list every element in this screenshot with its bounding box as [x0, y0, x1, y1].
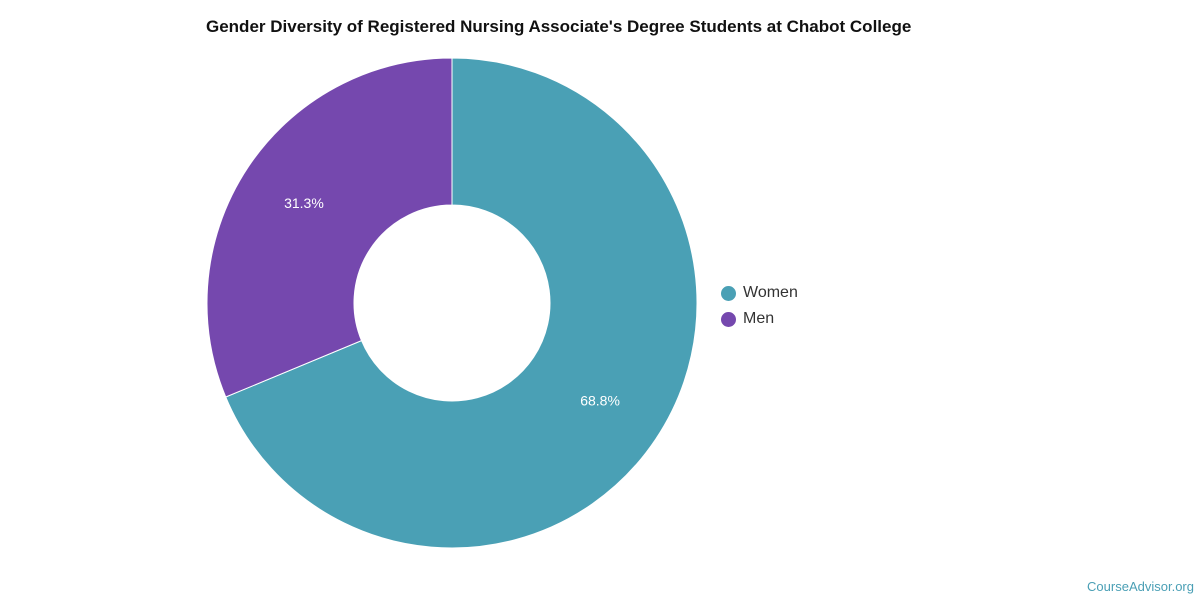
slice-women[interactable] [225, 57, 698, 549]
legend-item-women[interactable]: Women [721, 280, 798, 306]
source-credit[interactable]: CourseAdvisor.org [1087, 579, 1194, 594]
legend-swatch-women [721, 285, 736, 301]
legend-item-men[interactable]: Men [721, 306, 798, 332]
slice-men[interactable] [206, 57, 453, 398]
slice-label-men: 31.3% [284, 195, 324, 211]
legend: Women Men [721, 280, 798, 332]
legend-label-women: Women [743, 284, 798, 301]
chart-title: Gender Diversity of Registered Nursing A… [206, 17, 912, 36]
legend-label-men: Men [743, 310, 775, 327]
legend-swatch-men [721, 311, 736, 327]
slice-label-women: 68.8% [580, 393, 620, 409]
